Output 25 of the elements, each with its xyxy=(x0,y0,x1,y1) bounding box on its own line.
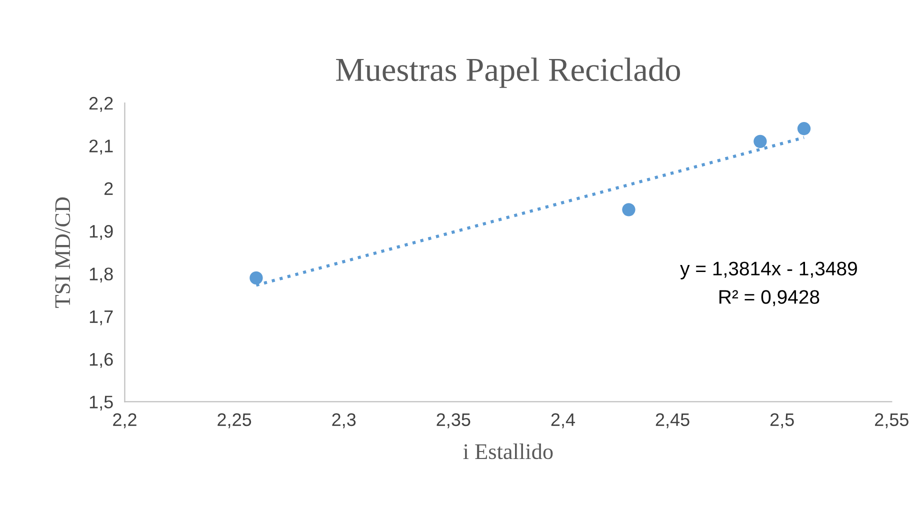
y-axis-title: TSI MD/CD xyxy=(55,197,70,308)
x-tick-label: 2,3 xyxy=(332,413,356,428)
y-tick-label: 1,9 xyxy=(90,224,113,240)
y-tick-label: 2,2 xyxy=(89,96,113,112)
annotation: y = 1,3814x - 1,3489 xyxy=(680,262,857,280)
x-tick-label: 2,35 xyxy=(436,413,470,428)
x-tick-label: 2,25 xyxy=(218,413,252,428)
x-tick-label: 2,2 xyxy=(113,413,136,428)
x-tick-label: 2,4 xyxy=(551,413,575,428)
x-tick-label: 2,55 xyxy=(875,413,908,428)
point xyxy=(622,203,636,216)
chart-title: Muestras Papel Reciclado xyxy=(336,58,680,88)
y-tick-label: 1,6 xyxy=(90,352,113,368)
point xyxy=(797,122,811,136)
point xyxy=(754,134,767,148)
point xyxy=(250,271,263,285)
y-tick-label: 1,8 xyxy=(90,268,113,283)
y-tick-label: 2,1 xyxy=(89,140,113,155)
y-tick-label: 2 xyxy=(104,182,113,195)
x-axis-title: i Estallido xyxy=(463,444,553,460)
y-tick-label: 1,5 xyxy=(90,396,113,411)
y-tick-label: 1,7 xyxy=(90,310,113,326)
x-tick-label: 2,5 xyxy=(770,413,794,428)
x-tick-label: 2,45 xyxy=(656,413,690,428)
annotation: R² = 0,9428 xyxy=(719,290,820,306)
